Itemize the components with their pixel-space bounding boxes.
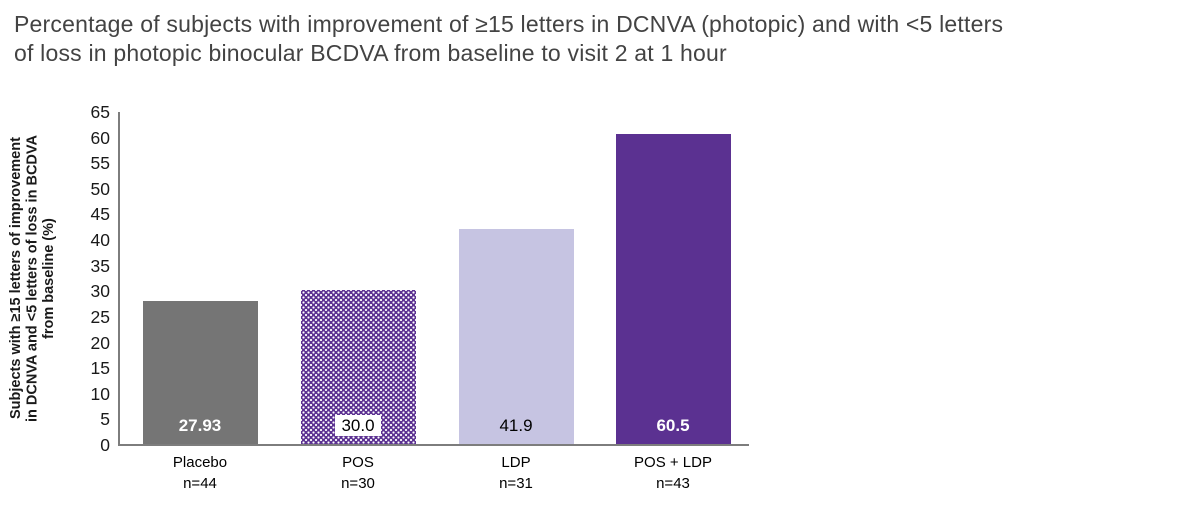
chart-title-line-1: Percentage of subjects with improvement … xyxy=(14,11,1004,37)
y-tick-label-50: 50 xyxy=(90,178,110,199)
bar-pos-ldp: 60.5 xyxy=(615,134,731,444)
y-tick-label-10: 10 xyxy=(90,383,110,404)
x-axis-line xyxy=(118,444,749,446)
y-axis-label-line-2: in DCNVA and <5 letters of loss in BCDVA xyxy=(24,135,41,422)
value-label-placebo: 27.93 xyxy=(178,416,222,435)
x-label-category-pos-ldp: POS + LDP xyxy=(634,454,712,471)
chart-title-line-2: of loss in photopic binocular BCDVA from… xyxy=(14,40,727,66)
y-tick-label-20: 20 xyxy=(90,332,110,353)
y-tick-label-25: 25 xyxy=(90,306,110,327)
y-axis-label-line-3: from baseline (%) xyxy=(41,218,57,339)
value-label-pos-ldp: 60.5 xyxy=(656,416,690,435)
y-tick-label-30: 30 xyxy=(90,281,110,302)
y-axis-line xyxy=(118,112,120,446)
x-label-n-ldp: n=31 xyxy=(499,475,533,492)
x-label-pos: POS n=30 xyxy=(278,452,438,494)
y-tick-label-35: 35 xyxy=(90,255,110,276)
y-tick-label-15: 15 xyxy=(90,358,110,379)
bar-placebo: 27.93 xyxy=(142,300,258,444)
x-label-n-pos: n=30 xyxy=(341,475,375,492)
y-axis-label-line-1: Subjects with ≥15 letters of improvement xyxy=(8,137,24,420)
x-label-n-placebo: n=44 xyxy=(183,475,217,492)
value-label-pos: 30.0 xyxy=(301,415,416,436)
x-label-ldp: LDP n=31 xyxy=(436,452,596,494)
x-label-n-pos-ldp: n=43 xyxy=(656,475,690,492)
x-label-category-ldp: LDP xyxy=(501,454,531,471)
y-tick-label-45: 45 xyxy=(90,204,110,225)
x-label-category-placebo: Placebo xyxy=(172,454,228,471)
plot-area: 27.93 30.0 41.9 60.5 xyxy=(120,112,748,444)
bar-pos: 30.0 xyxy=(300,290,416,444)
y-tick-label-55: 55 xyxy=(90,153,110,174)
y-tick-label-65: 65 xyxy=(90,102,110,122)
value-label-box-pos: 30.0 xyxy=(335,415,381,436)
x-label-category-pos: POS xyxy=(342,454,374,471)
y-tick-label-40: 40 xyxy=(90,230,110,251)
y-tick-label-60: 60 xyxy=(90,127,110,148)
value-label-ldp: 41.9 xyxy=(499,416,533,435)
x-label-pos-ldp: POS + LDP n=43 xyxy=(593,452,753,494)
bar-ldp: 41.9 xyxy=(458,229,574,444)
y-tick-label-0: 0 xyxy=(100,435,110,455)
y-tick-label-5: 5 xyxy=(100,409,110,430)
y-axis-label: Subjects with ≥15 letters of improvement… xyxy=(8,106,62,451)
chart-title: Percentage of subjects with improvement … xyxy=(14,10,1184,68)
x-label-placebo: Placebo n=44 xyxy=(120,452,280,494)
